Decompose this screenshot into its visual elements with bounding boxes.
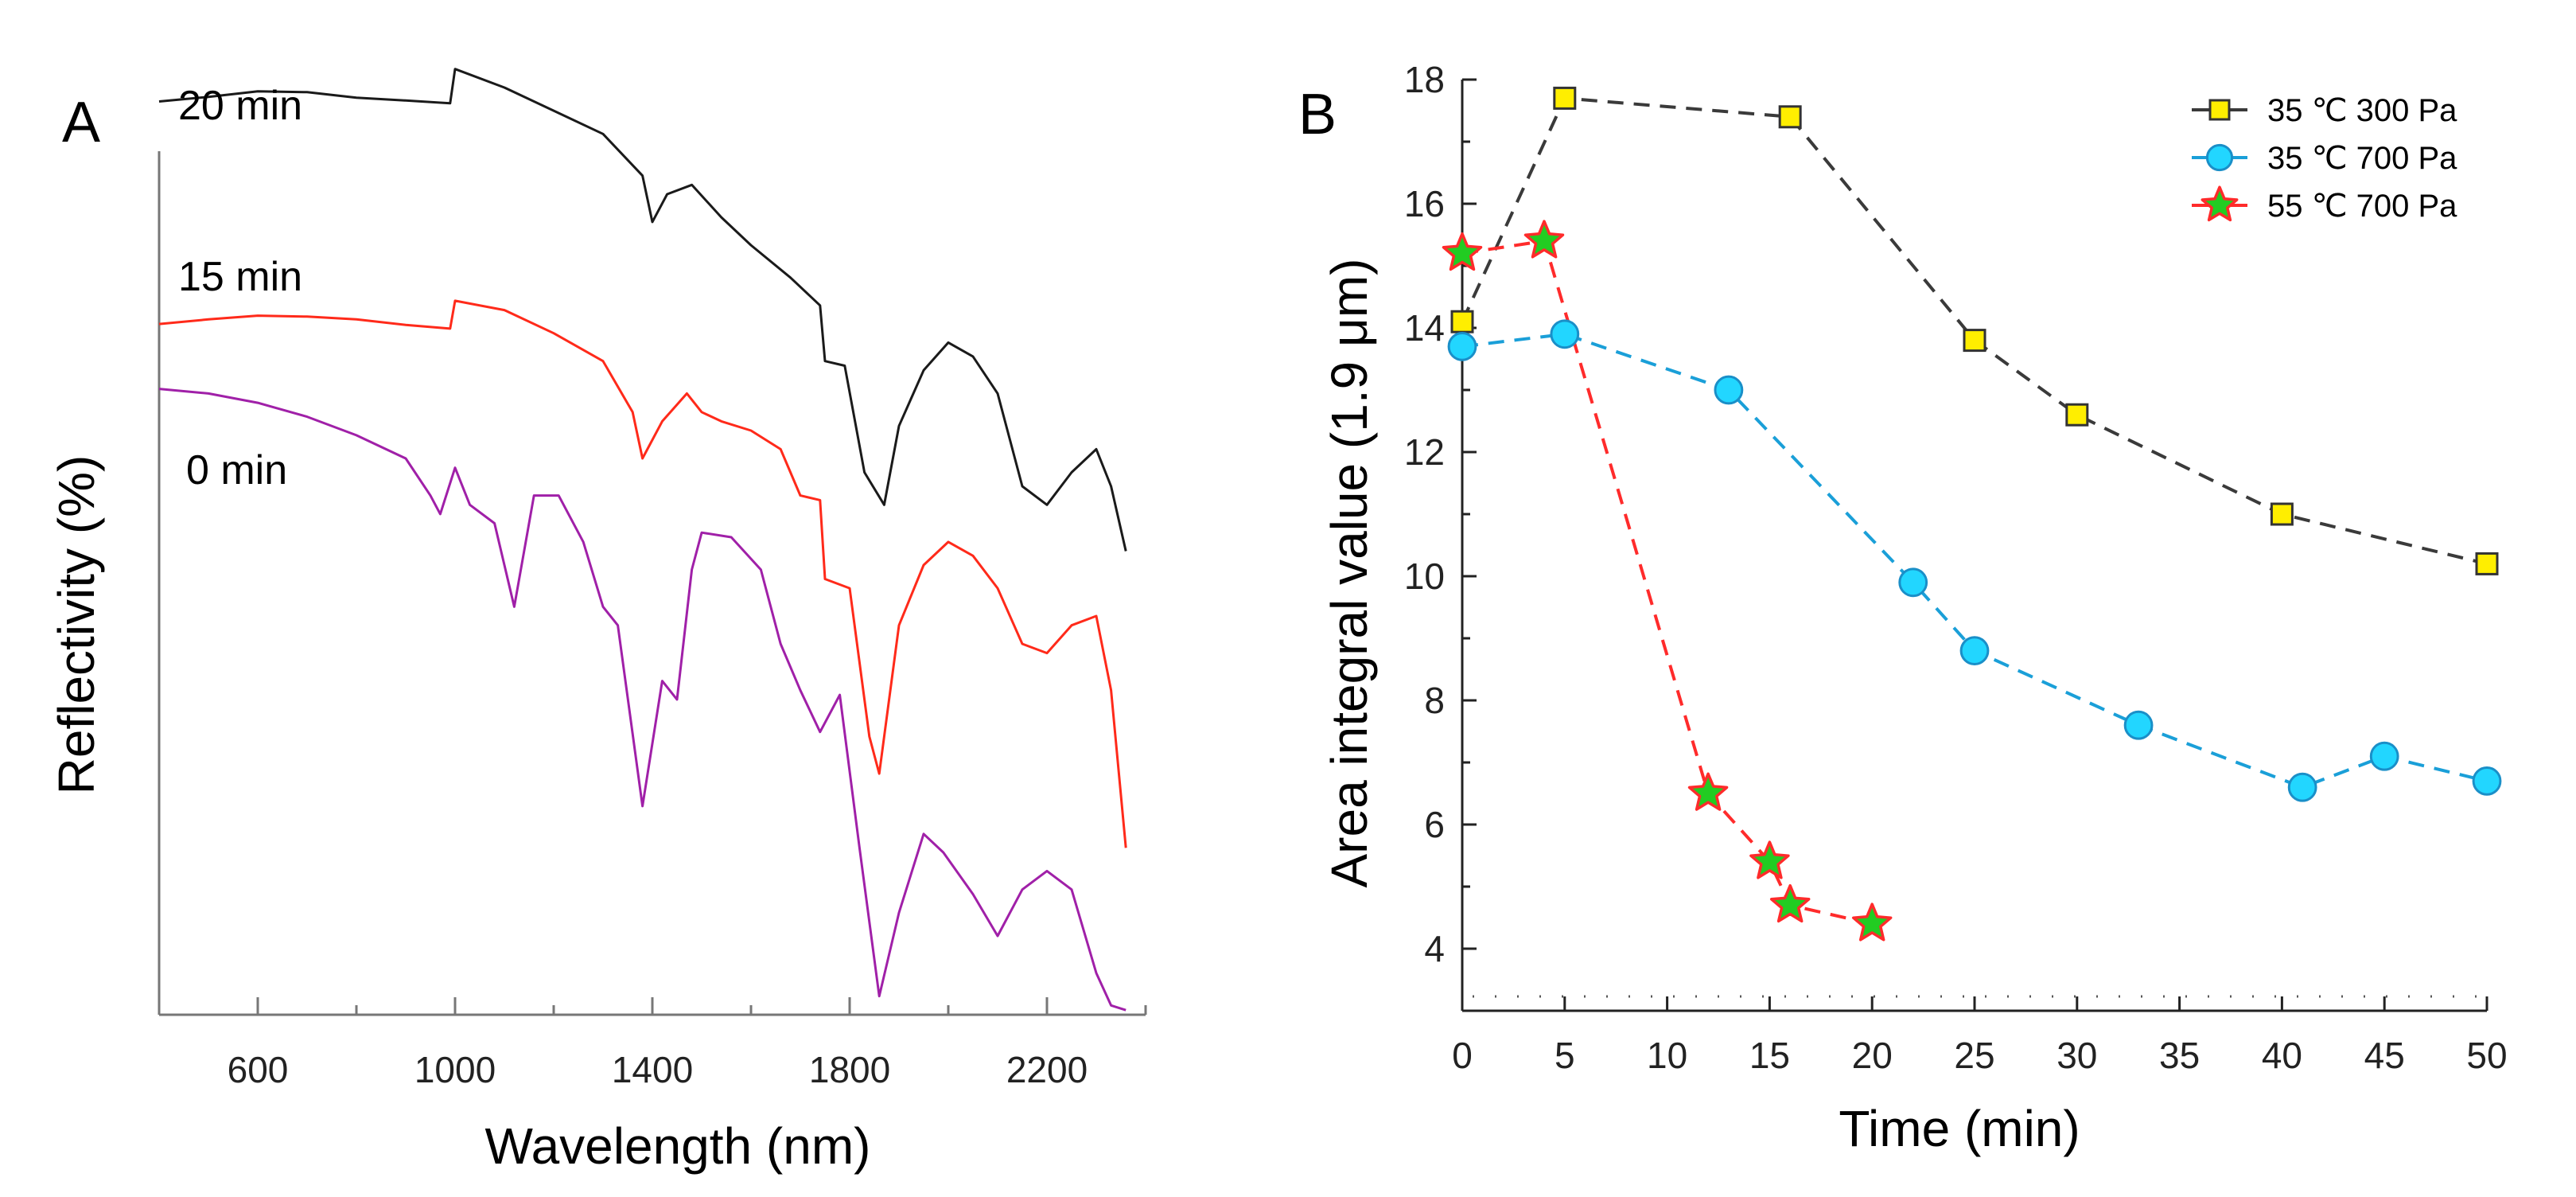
legend-label-35-700-pa: 35 ℃ 700 Pa <box>2267 141 2457 176</box>
panel-a-x-tick-labels: 600 1000 1400 1800 2200 <box>228 1049 1088 1090</box>
panel-b-x-tick-label: 50 <box>2466 1035 2507 1076</box>
panel-b-x-tick-label: 0 <box>1452 1035 1473 1076</box>
data-point-35-700-pa <box>1959 636 1990 665</box>
series-line-15-min <box>158 299 1127 848</box>
panel-b-y-tick-label: 4 <box>1424 928 1445 969</box>
panel-a-x-tick-label: 1800 <box>809 1049 890 1090</box>
data-point-35-700-pa <box>1447 332 1477 361</box>
panel-b-x-tick-label: 30 <box>2057 1035 2097 1076</box>
data-point-35-300-pa <box>2065 403 2089 427</box>
curve-label-0-min: 0 min <box>186 447 287 493</box>
data-point-55-700-pa <box>1769 883 1811 923</box>
series-line-0-min <box>158 388 1127 1012</box>
panel-a-x-tick-label: 1400 <box>612 1049 693 1090</box>
data-point-55-700-pa <box>1523 220 1565 259</box>
panel-a-series <box>158 68 1127 1012</box>
panel-a-x-axis-title: Wavelength (nm) <box>485 1117 871 1175</box>
panel-a-axes <box>158 151 1147 1016</box>
panel-b-x-tick-label: 40 <box>2262 1035 2302 1076</box>
panel-a-chart: A 600 1000 1400 1800 2200 20 min 15 min 0 mi… <box>48 68 1147 1175</box>
data-point-35-300-pa <box>1778 105 1802 129</box>
data-point-35-300-pa <box>2475 552 2499 575</box>
panel-b-series-markers <box>1442 86 2502 942</box>
panel-b-y-tick-label: 10 <box>1404 556 1445 597</box>
panel-b-x-tick-label: 15 <box>1749 1035 1790 1076</box>
data-point-35-700-pa <box>1898 567 1928 598</box>
legend-label-55-700-pa: 55 ℃ 700 Pa <box>2267 189 2457 224</box>
data-point-35-300-pa <box>1450 310 1474 333</box>
data-point-55-700-pa <box>1749 840 1790 879</box>
panel-b-x-tick-labels: 0 5 10 15 20 25 30 35 40 45 50 <box>1452 1035 2507 1076</box>
panel-b-y-tick-label: 8 <box>1424 680 1445 721</box>
data-point-35-300-pa <box>1963 329 1986 353</box>
panel-b-x-tick-label: 45 <box>2364 1035 2405 1076</box>
data-point-55-700-pa <box>1442 232 1483 271</box>
panel-b-y-tick-label: 14 <box>1404 307 1445 349</box>
curve-label-15-min: 15 min <box>178 254 302 300</box>
series-markers-55-700-pa <box>1442 220 1893 942</box>
curve-label-20-min: 20 min <box>178 83 302 129</box>
panel-b-y-tick-label: 18 <box>1404 59 1445 100</box>
legend-label-35-300-pa: 35 ℃ 300 Pa <box>2267 93 2457 128</box>
series-line-20-min <box>158 68 1127 552</box>
panel-b-x-tick-label: 25 <box>1954 1035 1994 1076</box>
legend-marker-35-700-pa <box>2205 143 2234 172</box>
data-point-35-700-pa <box>2287 772 2317 802</box>
panel-b-y-tick-label: 16 <box>1404 183 1445 224</box>
panel-b-legend: 35 ℃ 300 Pa 35 ℃ 700 Pa 55 ℃ 700 Pa <box>2192 93 2457 224</box>
data-point-35-300-pa <box>2270 502 2294 526</box>
data-point-35-300-pa <box>1553 86 1577 110</box>
panel-b-x-tick-label: 20 <box>1852 1035 1893 1076</box>
panel-b-y-tick-label: 6 <box>1424 804 1445 845</box>
legend-marker-35-300-pa <box>2208 99 2231 121</box>
panel-a-letter: A <box>62 91 100 154</box>
panel-a-y-axis-title: Reflectivity (%) <box>48 455 105 795</box>
panel-b-y-tick-labels: 4 6 8 10 12 14 16 18 <box>1404 59 1445 969</box>
panel-b-y-axis-title: Area integral value (1.9 μm) <box>1321 259 1378 888</box>
data-point-55-700-pa <box>1851 903 1893 942</box>
panel-b-x-tick-label: 5 <box>1555 1035 1575 1076</box>
panel-b-x-axis-title: Time (min) <box>1839 1100 2080 1157</box>
panel-a-x-tick-label: 2200 <box>1006 1049 1088 1090</box>
data-point-35-700-pa <box>2472 766 2502 796</box>
panel-b-y-tick-label: 12 <box>1404 431 1445 473</box>
panel-b-letter: B <box>1298 83 1337 146</box>
panel-b-x-tick-label: 10 <box>1647 1035 1687 1076</box>
data-point-35-700-pa <box>1550 319 1580 349</box>
series-markers-35-300-pa <box>1450 86 2499 575</box>
legend-marker-55-700-pa <box>2200 185 2239 222</box>
panel-a-x-tick-label: 600 <box>228 1049 289 1090</box>
series-markers-35-700-pa <box>1447 319 2502 802</box>
panel-a-x-tick-label: 1000 <box>414 1049 496 1090</box>
data-point-35-700-pa <box>2369 741 2399 771</box>
panel-b-x-tick-label: 35 <box>2159 1035 2200 1076</box>
data-point-35-700-pa <box>2123 710 2154 740</box>
data-point-55-700-pa <box>1687 772 1729 811</box>
data-point-35-700-pa <box>1714 375 1744 405</box>
panel-b-chart: B 0 5 10 15 20 25 30 35 40 45 50 4 6 8 10 12 14 16 18 Are… <box>1298 59 2508 1157</box>
